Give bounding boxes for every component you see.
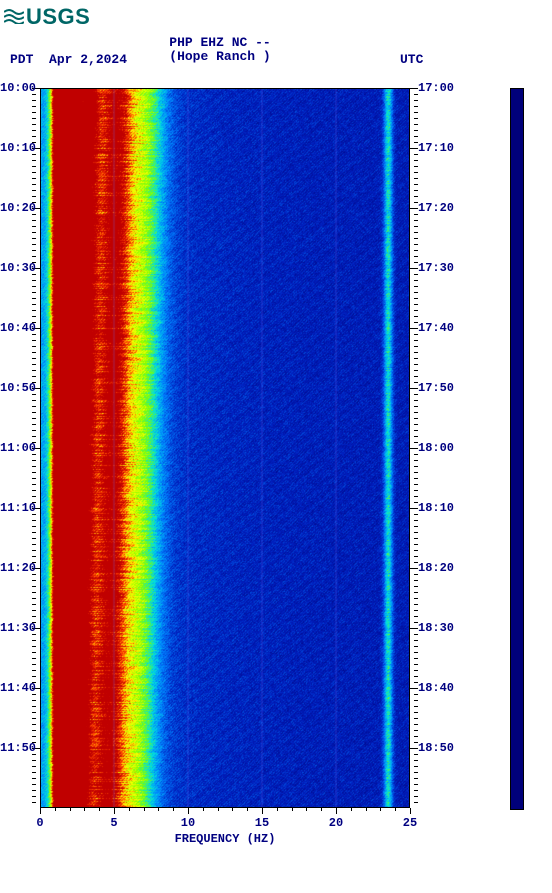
y-right-tick-label: 17:00	[418, 81, 458, 95]
y-right-tick-label: 18:00	[418, 441, 458, 455]
x-axis-title: FREQUENCY (HZ)	[40, 832, 410, 846]
y-right-tick-label: 17:40	[418, 321, 458, 335]
y-left-tick-label: 10:10	[0, 141, 32, 155]
x-tick-label: 0	[36, 816, 43, 830]
y-right-tick-label: 18:10	[418, 501, 458, 515]
y-right-tick-label: 17:30	[418, 261, 458, 275]
x-tick-label: 5	[110, 816, 117, 830]
spectrogram-plot	[40, 88, 410, 808]
y-right-tick-label: 18:50	[418, 741, 458, 755]
y-right-tick-label: 17:50	[418, 381, 458, 395]
header-date: Apr 2,2024	[49, 52, 127, 67]
y-right-tick-label: 18:40	[418, 681, 458, 695]
y-left-tick-label: 11:40	[0, 681, 32, 695]
y-left-tick-label: 10:00	[0, 81, 32, 95]
y-right-tick-label: 18:20	[418, 561, 458, 575]
spectrogram-canvas	[40, 88, 410, 808]
y-left-tick-label: 11:20	[0, 561, 32, 575]
usgs-logo-text: USGS	[26, 4, 90, 29]
y-right-tick-label: 18:30	[418, 621, 458, 635]
pdt-tz: PDT	[10, 52, 33, 67]
y-left-tick-label: 11:30	[0, 621, 32, 635]
x-tick-label: 20	[329, 816, 343, 830]
y-left-tick-label: 11:50	[0, 741, 32, 755]
y-left-tick-label: 10:20	[0, 201, 32, 215]
y-left-tick-label: 11:00	[0, 441, 32, 455]
y-left-tick-label: 10:50	[0, 381, 32, 395]
colorbar	[510, 88, 524, 810]
x-axis: 0510152025 FREQUENCY (HZ)	[40, 808, 410, 848]
y-left-tick-label: 10:40	[0, 321, 32, 335]
x-tick-label: 25	[403, 816, 417, 830]
usgs-waves-icon	[4, 4, 24, 30]
utc-tz: UTC	[400, 52, 423, 67]
y-left-tick-label: 10:30	[0, 261, 32, 275]
x-tick-label: 10	[181, 816, 195, 830]
y-right-tick-label: 17:20	[418, 201, 458, 215]
station-id: PHP EHZ NC --	[0, 36, 440, 50]
y-axis-right-ticks	[410, 88, 418, 808]
usgs-logo: USGS	[4, 4, 90, 30]
pdt-date-label: PDT Apr 2,2024	[10, 52, 127, 67]
y-left-tick-label: 11:10	[0, 501, 32, 515]
x-tick-label: 15	[255, 816, 269, 830]
y-right-tick-label: 17:10	[418, 141, 458, 155]
